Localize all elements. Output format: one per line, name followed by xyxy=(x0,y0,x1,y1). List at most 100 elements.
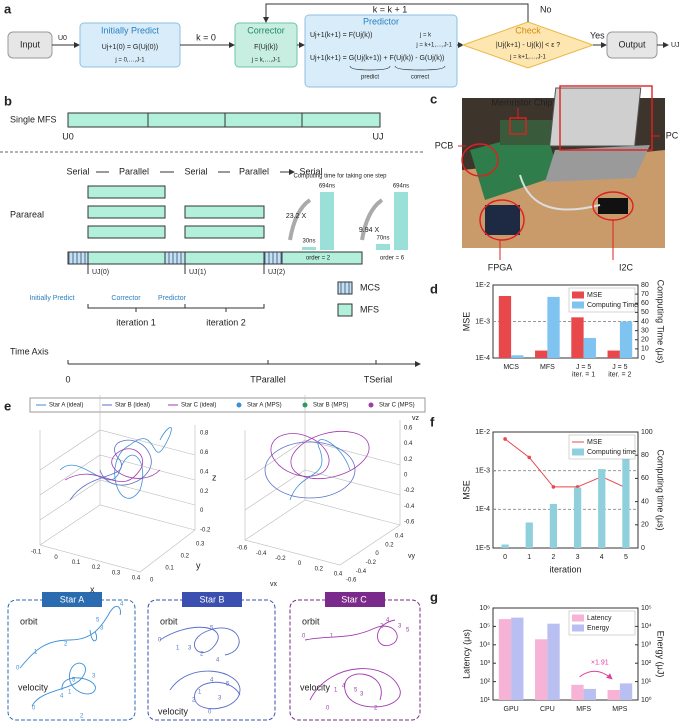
plot-frame xyxy=(492,431,639,549)
uj0-label: UJ(0) xyxy=(92,269,109,276)
uj1-label: UJ(1) xyxy=(189,269,206,276)
legend-swatch xyxy=(572,291,584,299)
bar xyxy=(622,449,630,548)
velocity-label: velocity xyxy=(18,682,49,692)
legend-label: Star B (MPS) xyxy=(313,403,348,409)
time-bar xyxy=(376,244,390,250)
loop-label: k = k + 1 xyxy=(373,4,408,14)
x-tick-label: 2 xyxy=(551,554,555,561)
time-label: 694ns xyxy=(319,184,335,190)
y-tick-label: 0.4 xyxy=(395,534,404,540)
tick xyxy=(87,264,265,274)
z-tick-label: 0.6 xyxy=(404,426,413,432)
point-label: 4 xyxy=(210,678,214,684)
time-axis-label: Time Axis xyxy=(10,346,49,356)
y-tick-label: 0 xyxy=(375,551,379,557)
divider xyxy=(147,113,303,127)
y2-tick-label: 10⁴ xyxy=(641,623,652,630)
y2-tick-label: 10³ xyxy=(641,642,652,649)
z-tick-label: -0.2 xyxy=(404,488,415,494)
correct-label: correct xyxy=(411,75,430,81)
star-header xyxy=(325,592,385,607)
point-label: 0 xyxy=(32,706,36,712)
output-label: Output xyxy=(618,39,646,49)
x-tick-label: MCS xyxy=(503,364,519,371)
axis-label: vy xyxy=(408,553,416,560)
y2-tick-label: 20 xyxy=(641,337,649,344)
bar xyxy=(583,688,596,700)
y2-axis-title: Computing Time (μs) xyxy=(656,280,666,364)
x-axis-title: iteration xyxy=(549,564,581,574)
bar xyxy=(511,617,524,700)
parareal-diagram: Single MFS U0 UJ Serial Parallel Serial … xyxy=(0,112,425,384)
brace xyxy=(87,304,265,312)
legend-label: Energy xyxy=(587,625,610,632)
u0-label: U0 xyxy=(62,131,74,141)
x-tick-label: 0 xyxy=(503,554,507,561)
legend-label: MSE xyxy=(587,439,603,446)
point-label: 5 xyxy=(96,618,100,624)
speedup: 9.94 X xyxy=(359,227,380,234)
bar xyxy=(511,355,524,358)
y2-tick-label: 100 xyxy=(641,429,653,436)
x-tick-label: MFS xyxy=(540,364,555,371)
stage: Parallel xyxy=(119,166,149,176)
laptop-screen xyxy=(549,87,642,147)
speedup-arrow xyxy=(360,198,384,241)
y2-tick-label: 0 xyxy=(641,545,645,552)
time-label: 30ns xyxy=(302,239,315,245)
y2-tick-label: 20 xyxy=(641,522,649,529)
y-tick-label: 0.1 xyxy=(165,566,174,572)
photo-label: I2C xyxy=(619,262,634,272)
mfs-blocks xyxy=(87,185,265,239)
orbit-curve xyxy=(304,619,398,647)
bar xyxy=(535,639,548,700)
predict-label: predict xyxy=(361,75,379,81)
point-label: 3 xyxy=(360,692,364,698)
velocity-curve xyxy=(270,433,330,477)
legend-label: Star A (ideal) xyxy=(49,403,83,409)
x-tick-label: 0.3 xyxy=(112,570,121,576)
fpga xyxy=(485,205,520,235)
y-tick-label: -0.2 xyxy=(366,560,377,566)
point-label: 4 xyxy=(60,694,64,700)
flowchart: Input U0 Initially Predict Uj+1(0) = G(U… xyxy=(7,3,680,88)
y-tick-label: 0.3 xyxy=(196,542,205,548)
highlight xyxy=(461,85,653,241)
legend-box xyxy=(29,397,426,413)
brace xyxy=(349,65,446,71)
point-label: 0 xyxy=(158,638,162,644)
y-tick-label: -0.6 xyxy=(346,578,357,584)
y2-axis-title: Computing time (μs) xyxy=(656,449,666,530)
y-tick-label: 0.2 xyxy=(181,554,190,560)
y-tick-label: 10⁴ xyxy=(479,642,490,649)
z-tick-label: 0.6 xyxy=(200,450,209,456)
x-tick-label: 0.2 xyxy=(315,566,324,572)
y2-tick-label: 40 xyxy=(641,498,649,505)
z-tick-label: 0.2 xyxy=(404,457,413,463)
predictor-eq2: Uj+1(k+1) = G(Uj(k+1)) + F(Uj(k)) - G(Uj… xyxy=(310,55,444,62)
point-label: 0 xyxy=(326,706,330,712)
legend-label: Star C (ideal) xyxy=(181,403,216,409)
x-tick-label: 0.4 xyxy=(334,572,343,578)
time-bar xyxy=(302,247,316,250)
y-tick-label: 0.2 xyxy=(385,542,394,548)
x-tick-label: 4 xyxy=(600,554,604,561)
y-tick-label: 1E-3 xyxy=(475,468,490,475)
velocity-curve xyxy=(31,662,96,707)
legend-label: MSE xyxy=(587,292,603,299)
x-tick-label: 0 xyxy=(54,555,58,561)
point-label: 4 xyxy=(386,618,390,624)
point-label: 1 xyxy=(198,690,202,696)
point-label: 5 xyxy=(210,626,214,632)
single-mfs-label: Single MFS xyxy=(10,114,57,124)
point-label: 2 xyxy=(380,624,384,630)
corrector-range: j = k,…,J-1 xyxy=(251,58,282,64)
orbit-label: orbit xyxy=(302,616,320,626)
legend-swatch xyxy=(302,402,308,408)
bar xyxy=(619,683,633,700)
legend-label: MFS xyxy=(360,304,379,314)
y-tick-label: 1E-5 xyxy=(475,545,490,552)
bar xyxy=(535,350,548,358)
orbit-curve xyxy=(64,448,161,482)
